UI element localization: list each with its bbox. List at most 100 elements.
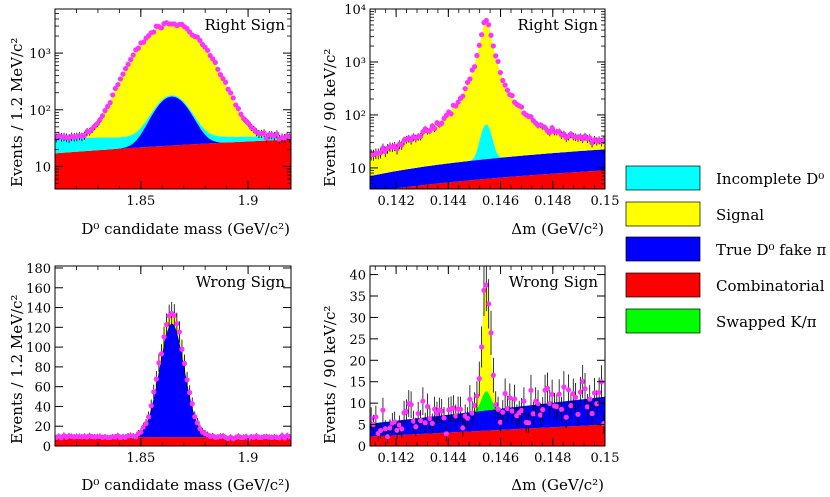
data-point — [488, 32, 494, 38]
data-point — [387, 425, 393, 431]
data-point — [601, 421, 605, 427]
data-point — [417, 417, 424, 424]
data-point — [422, 420, 428, 426]
x-tick-label: 0.144 — [430, 451, 467, 466]
data-point — [568, 402, 574, 409]
data-point — [287, 134, 291, 141]
data-point — [587, 396, 593, 402]
axis-ticks: 0 20 40 60 80 100 120 140 160 180 1.85 1.9 — [26, 262, 292, 466]
data-point — [153, 376, 159, 382]
y-tick-label: 15 — [349, 376, 366, 391]
data-point — [589, 410, 595, 417]
data-point — [474, 393, 480, 399]
data-point — [392, 419, 398, 425]
area-comb — [391, 170, 605, 189]
data-point — [197, 37, 203, 44]
data-point — [509, 408, 515, 414]
data-point — [563, 414, 569, 420]
y-axis-label: Events / 1.2 MeV/c² — [8, 295, 26, 444]
data-point — [399, 426, 405, 432]
component-fills — [370, 19, 605, 189]
data-point — [471, 402, 478, 409]
data-point — [424, 403, 431, 410]
data-point — [432, 126, 438, 132]
data-point — [233, 102, 239, 108]
data-point — [486, 301, 492, 307]
data-point — [373, 414, 379, 420]
data-point — [380, 407, 386, 413]
panel-title: Right Sign — [205, 16, 286, 34]
data-point — [399, 142, 405, 148]
plot-frame — [54, 8, 292, 190]
data-point — [504, 87, 511, 93]
y-tick-label: 20 — [34, 420, 51, 435]
data-point — [151, 389, 157, 395]
component-fills — [55, 23, 291, 189]
x-axis-label: Δm (GeV/c²) — [511, 476, 604, 494]
data-point — [500, 409, 506, 415]
data-point — [143, 421, 149, 427]
data-point — [479, 344, 485, 350]
x-tick-label: 0.146 — [482, 451, 519, 466]
data-point — [228, 90, 234, 96]
area-signal — [55, 23, 291, 138]
data-point — [287, 434, 291, 440]
y-tick-label: 10 — [349, 162, 366, 177]
area-swapped — [370, 391, 605, 424]
panel-wrong-sign-mass: 0 20 40 60 80 100 120 140 160 180 1.85 1.9 Wrong Si… — [8, 262, 292, 494]
data-point — [570, 390, 576, 397]
data-point — [81, 132, 88, 138]
data-point — [158, 25, 165, 31]
data-point — [594, 401, 600, 407]
area-comb — [55, 139, 291, 189]
data-points — [55, 302, 291, 442]
data-point — [110, 92, 116, 98]
data-point — [181, 360, 188, 367]
data-point — [220, 75, 226, 82]
data-point — [549, 125, 555, 131]
y-tick-label: 10² — [344, 109, 366, 124]
data-point — [420, 398, 426, 404]
y-axis-label: Events / 90 keV/c² — [321, 306, 339, 444]
data-point — [212, 59, 218, 66]
plot-frame — [369, 265, 606, 447]
legend-label-combinatorial: Combinatorial — [716, 277, 825, 295]
x-tick-label: 0.15 — [591, 451, 620, 466]
data-point — [410, 418, 417, 424]
data-point — [187, 389, 193, 396]
data-point — [377, 427, 384, 434]
data-point — [584, 404, 590, 410]
data-point — [441, 415, 447, 421]
axis-ticks: 10 10² 10³ 1.85 1.9 — [29, 8, 292, 209]
data-point — [94, 121, 100, 127]
data-point — [394, 146, 400, 152]
data-point — [138, 429, 144, 435]
data-point — [194, 420, 200, 426]
y-tick-label: 10³ — [29, 47, 51, 62]
data-point — [547, 129, 553, 136]
data-points — [370, 266, 605, 444]
x-tick-label: 1.85 — [126, 194, 155, 209]
x-tick-label: 1.9 — [238, 451, 259, 466]
data-point — [535, 400, 541, 407]
area-incomplete — [55, 95, 291, 154]
area-incomplete — [370, 124, 605, 177]
data-point — [565, 387, 572, 393]
x-tick-label: 1.85 — [126, 451, 155, 466]
plot-frame — [54, 265, 292, 447]
data-point — [495, 58, 501, 65]
data-point — [115, 82, 121, 88]
data-point — [502, 82, 508, 88]
y-axis-label: Events / 90 keV/c² — [321, 49, 339, 187]
data-point — [518, 104, 525, 110]
x-tick-label: 0.142 — [378, 451, 415, 466]
panel-right-sign-mass: 10 10² 10³ 1.85 1.9 Right Sign D⁰ candidate … — [8, 8, 292, 238]
data-point — [587, 135, 593, 141]
data-point — [528, 114, 534, 120]
data-point — [511, 396, 518, 402]
data-point — [128, 56, 134, 63]
data-point — [507, 395, 513, 401]
data-point — [528, 387, 534, 393]
data-point — [481, 287, 487, 293]
y-tick-label: 10³ — [344, 56, 366, 71]
